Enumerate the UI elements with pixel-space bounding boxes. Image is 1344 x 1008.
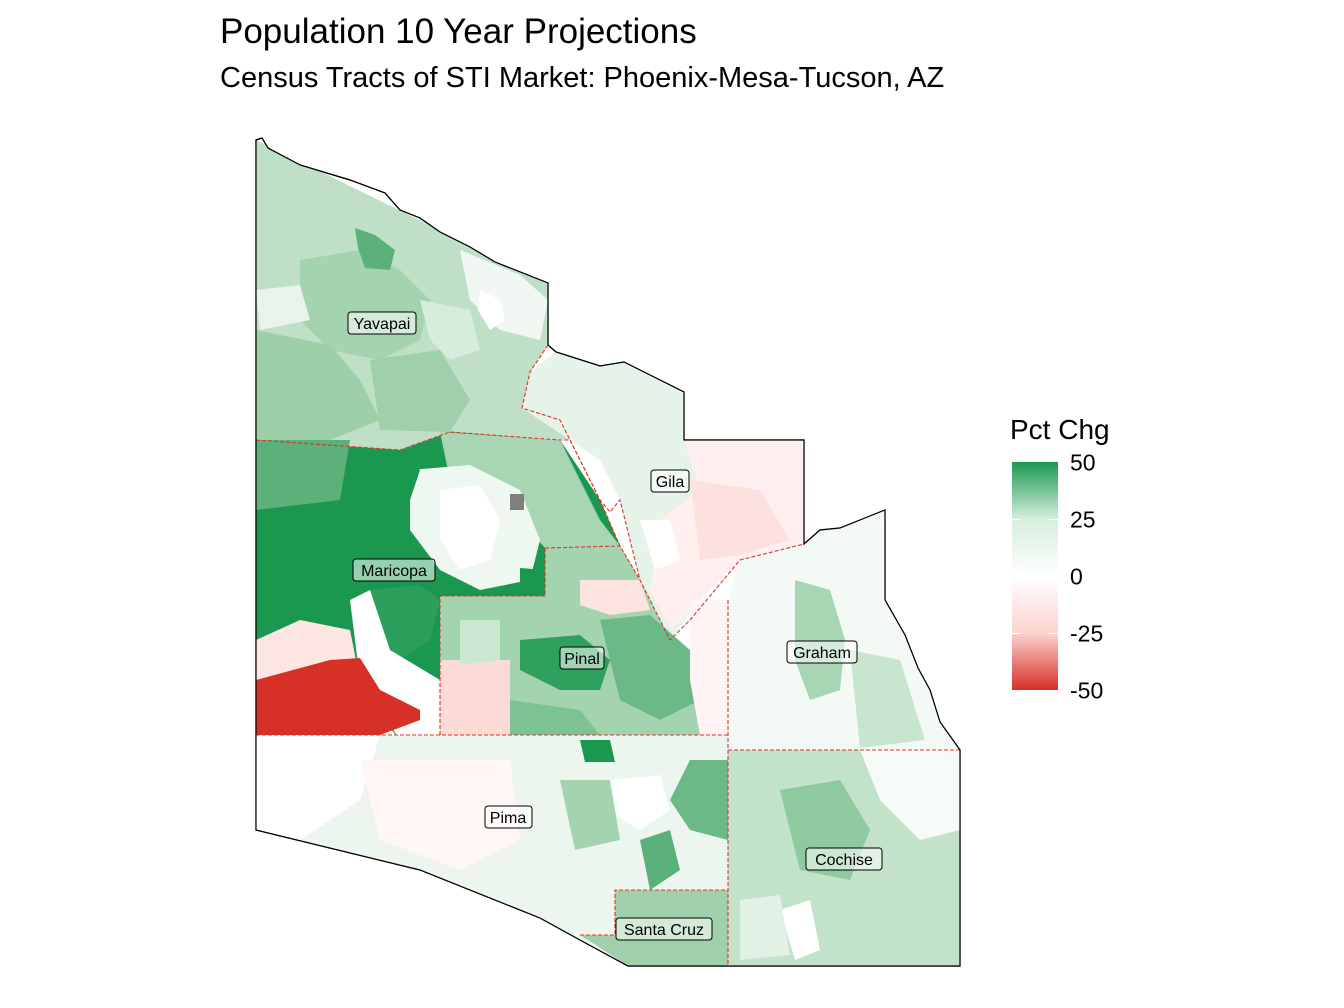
- county-label-graham: Graham: [786, 640, 858, 664]
- tract-area: [460, 250, 548, 340]
- county-label-cochise: Cochise: [805, 847, 883, 871]
- legend-title: Pct Chg: [1010, 414, 1110, 445]
- tract-area: [740, 895, 790, 960]
- svg-text:Yavapai: Yavapai: [354, 316, 411, 333]
- tract-area: [256, 440, 350, 510]
- svg-text:Graham: Graham: [793, 645, 851, 662]
- tract-area: [670, 760, 728, 840]
- tract-area: [850, 650, 925, 748]
- tract-area: [690, 480, 790, 560]
- na-tract: [510, 494, 524, 510]
- tract-area: [780, 900, 820, 960]
- tract-area: [440, 432, 620, 548]
- county-label-maricopa: Maricopa: [352, 558, 436, 582]
- tract-area: [350, 590, 440, 740]
- county-label-yavapai: Yavapai: [347, 311, 417, 335]
- county-boundary: [580, 889, 728, 936]
- tract-area: [510, 700, 600, 735]
- tract-area: [440, 660, 510, 735]
- svg-text:Gila: Gila: [656, 474, 685, 491]
- tract-area: [256, 140, 310, 250]
- tract-area: [420, 300, 480, 360]
- tract-area: [690, 600, 728, 735]
- county-label-pinal: Pinal: [559, 646, 605, 670]
- county-label-gila: Gila: [650, 469, 690, 493]
- legend-label-neg25: -25: [1070, 620, 1104, 647]
- tract-area: [640, 520, 680, 570]
- county-boundaries: [255, 344, 960, 966]
- tract-area: [256, 330, 380, 440]
- county-boundary: [544, 545, 641, 581]
- map-subtitle: Census Tracts of STI Market: Phoenix-Mes…: [220, 62, 945, 94]
- county-label-pima: Pima: [484, 805, 533, 829]
- legend-label-neg50: -50: [1070, 677, 1104, 704]
- county-boundary: [521, 344, 571, 441]
- legend-tick: [1012, 576, 1021, 577]
- state-border: [255, 137, 961, 967]
- tract-area: [478, 290, 505, 330]
- tract-area: [520, 568, 545, 596]
- county-label-santa-cruz: Santa Cruz: [615, 917, 713, 941]
- tract-area: [256, 500, 360, 640]
- tract-area: [640, 830, 680, 890]
- tract-area: [610, 775, 670, 830]
- legend-tick: [1049, 519, 1058, 520]
- legend-tick: [1049, 576, 1058, 577]
- legend-tick: [1049, 633, 1058, 634]
- svg-text:Santa Cruz: Santa Cruz: [624, 922, 704, 939]
- svg-text:Pinal: Pinal: [564, 651, 600, 668]
- svg-text:Maricopa: Maricopa: [361, 563, 427, 580]
- legend-label-0: 0: [1070, 563, 1083, 590]
- legend-tick: [1012, 519, 1021, 520]
- tract-area: [600, 615, 700, 720]
- tract-area: [460, 620, 500, 665]
- legend-label-25: 25: [1070, 506, 1096, 533]
- tract-area: [360, 760, 520, 870]
- tract-area: [256, 735, 380, 840]
- tract-area: [370, 350, 470, 432]
- tract-area: [580, 740, 615, 762]
- tract-area: [355, 228, 395, 270]
- county-region-gila: [522, 352, 804, 640]
- tract-area: [860, 750, 960, 840]
- svg-text:Cochise: Cochise: [815, 852, 873, 869]
- legend-tick: [1012, 633, 1021, 634]
- svg-text:Pima: Pima: [490, 810, 527, 827]
- tract-area: [256, 285, 310, 330]
- tract-area: [795, 580, 845, 700]
- tract-area: [580, 580, 650, 615]
- tract-area: [370, 585, 440, 660]
- legend-label-50: 50: [1070, 449, 1096, 476]
- tract-area: [256, 658, 420, 735]
- county-boundary: [439, 548, 546, 735]
- tract-area: [560, 780, 620, 850]
- map-title: Population 10 Year Projections: [220, 12, 697, 51]
- tract-area: [440, 485, 500, 570]
- tract-area: [360, 448, 420, 500]
